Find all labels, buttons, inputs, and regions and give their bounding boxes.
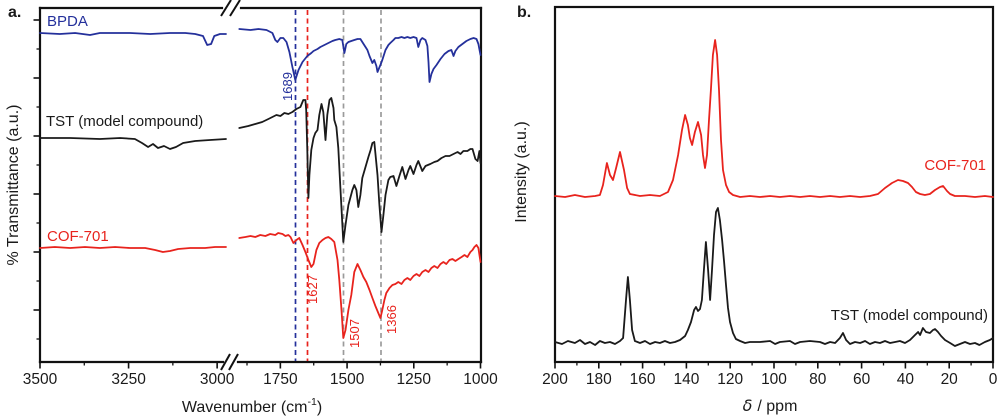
x-title-close: ) xyxy=(317,399,322,416)
x-tick-label: 100 xyxy=(761,371,787,388)
x-tick-label: 1750 xyxy=(263,371,298,388)
panel-b-x-axis-title: δ / ppm xyxy=(743,396,798,415)
panel-a-frame xyxy=(38,0,483,371)
x-tick-label: 180 xyxy=(586,371,612,388)
x-tick-label: 40 xyxy=(897,371,915,388)
x-tick-label: 1000 xyxy=(463,371,498,388)
x-tick-label: 60 xyxy=(853,371,871,388)
trace-cof-701 xyxy=(238,232,482,339)
panel-a-plot: 3500 3250 3000 1750 1500 1250 1000 1689 1627 1507… xyxy=(23,10,498,388)
x-tick-label: 1500 xyxy=(330,371,365,388)
marker-label-1627: 1627 xyxy=(305,275,320,304)
x-tick-label: 200 xyxy=(542,371,568,388)
trace-tst-model-compound xyxy=(39,137,227,150)
x-tick-label: 120 xyxy=(717,371,743,388)
x-tick-label: 3000 xyxy=(200,371,235,388)
trace-cof-701 xyxy=(554,39,994,198)
marker-label-1366: 1366 xyxy=(384,305,399,334)
x-tick-label: 160 xyxy=(630,371,656,388)
panel-b: b. 200 180 160 140 120 100 80 60 40 20 0COF-701TST… xyxy=(513,4,998,415)
x-title-rest: / ppm xyxy=(757,398,797,415)
trace-label-bpda: BPDA xyxy=(47,13,88,30)
x-tick-label: 140 xyxy=(673,371,699,388)
marker-label-1689: 1689 xyxy=(280,72,295,101)
trace-tst-model-compound xyxy=(238,97,482,243)
x-title-sup: -1 xyxy=(307,396,316,408)
x-tick-label: 3500 xyxy=(23,371,58,388)
trace-cof-701 xyxy=(39,246,227,253)
trace-tst-model-compound xyxy=(554,207,994,347)
panel-a-x-axis-title: Wavenumber (cm-1) xyxy=(182,396,322,416)
trace-bpda xyxy=(39,32,227,46)
x-tick-label: 1250 xyxy=(397,371,432,388)
trace-label-cof-701: COF-701 xyxy=(924,157,986,174)
x-title-main: Wavenumber (cm xyxy=(182,399,308,416)
trace-label-tst-model-compound: TST (model compound) xyxy=(831,307,988,324)
x-tick-label: 0 xyxy=(989,371,998,388)
trace-label-tst-model-compound: TST (model compound) xyxy=(46,113,203,130)
axis-break-icon xyxy=(220,0,241,371)
panel-a-letter: a. xyxy=(8,4,21,21)
trace-label-cof-701: COF-701 xyxy=(47,228,109,245)
marker-label-1507: 1507 xyxy=(347,319,362,348)
trace-bpda xyxy=(238,28,482,83)
panel-a: a. 3500 3250 3000 1750 1500 1250 1000 1689 1627 xyxy=(5,0,498,416)
x-tick-label: 20 xyxy=(941,371,959,388)
panel-b-y-axis-title: Intensity (a.u.) xyxy=(513,121,530,222)
panel-b-letter: b. xyxy=(517,4,531,21)
x-tick-label: 3250 xyxy=(111,371,146,388)
x-tick-label: 80 xyxy=(809,371,827,388)
x-title-delta: δ xyxy=(743,396,753,415)
panel-a-y-axis-title: % Transmittance (a.u.) xyxy=(5,105,22,266)
